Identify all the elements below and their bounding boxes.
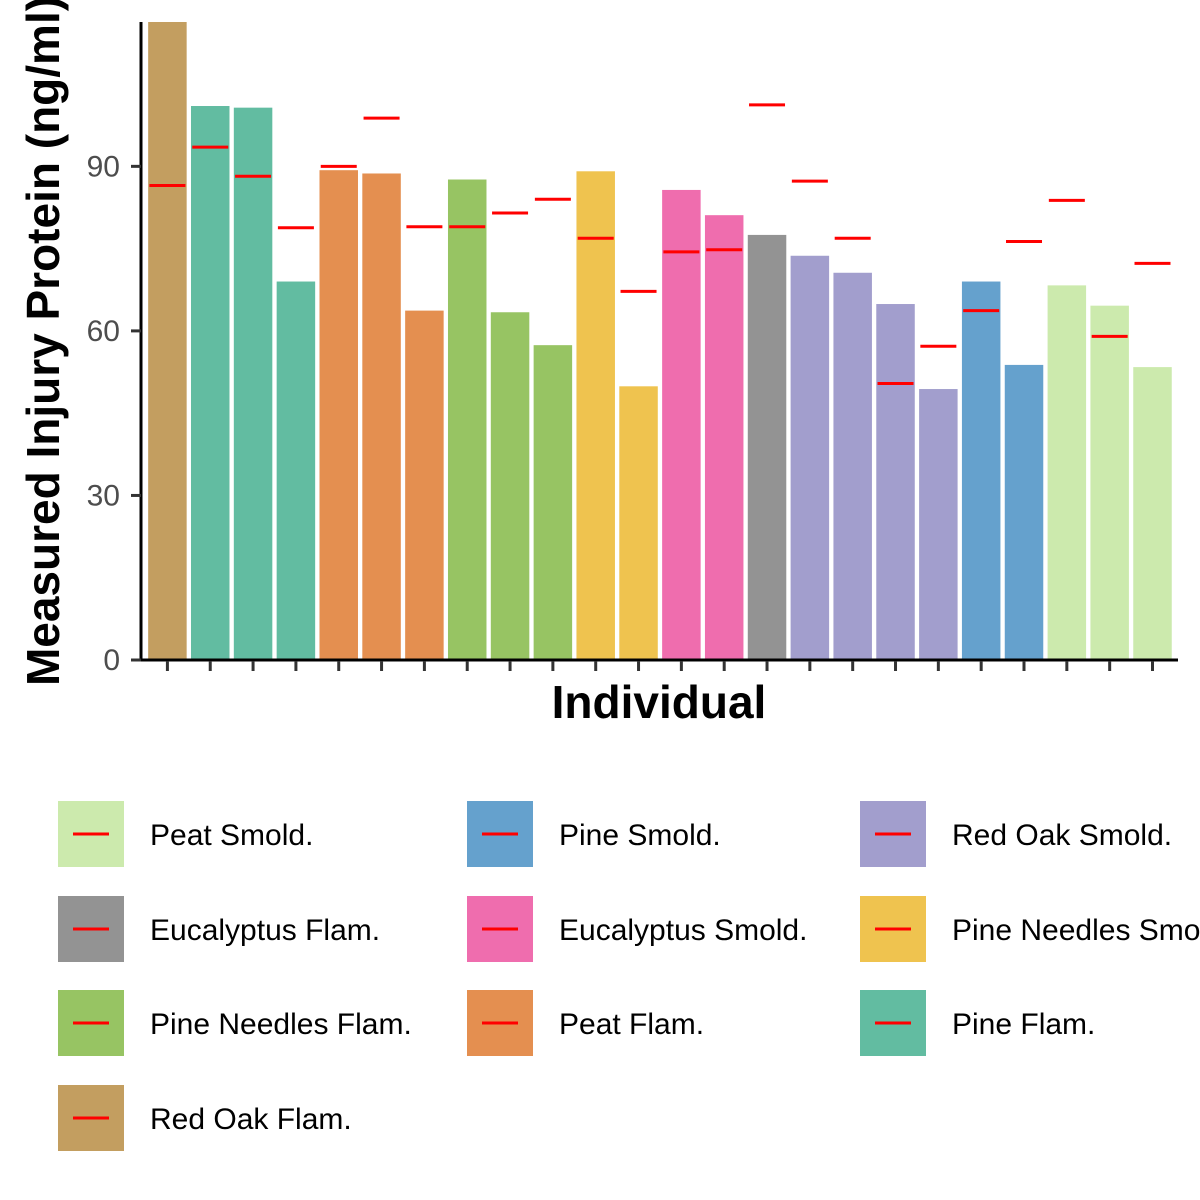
bar [1133, 367, 1172, 660]
bar [662, 189, 701, 660]
y-tick-label: 60 [87, 315, 120, 348]
y-tick-label: 0 [103, 644, 120, 677]
legend-label: Pine Needles Smold. [952, 914, 1200, 947]
bar [447, 179, 487, 660]
bar [276, 281, 316, 660]
bar [876, 304, 915, 660]
bar [1047, 285, 1087, 660]
bar [148, 22, 187, 660]
bar [833, 272, 872, 660]
legend-item: Eucalyptus Smold. [467, 896, 807, 962]
bar [1090, 305, 1129, 660]
legend-item: Red Oak Smold. [860, 801, 1172, 867]
legend-label: Eucalyptus Flam. [150, 914, 380, 947]
bar [961, 281, 1001, 660]
bar [919, 389, 958, 660]
legend-label: Pine Needles Flam. [150, 1008, 412, 1041]
bar [319, 170, 358, 660]
legend-item: Peat Flam. [467, 990, 704, 1056]
legend-item: Pine Smold. [467, 801, 721, 867]
legend-label: Pine Smold. [559, 819, 721, 852]
legend-item: Eucalyptus Flam. [58, 896, 380, 962]
legend-label: Eucalyptus Smold. [559, 914, 807, 947]
bar [405, 310, 444, 660]
legend-label: Red Oak Smold. [952, 819, 1172, 852]
bars-layer [148, 22, 1172, 661]
legend-item: Peat Smold. [58, 801, 313, 867]
bar [1004, 364, 1044, 660]
bar [190, 106, 230, 660]
reference-marks-layer [149, 103, 1171, 386]
bar [704, 215, 744, 661]
axes [139, 22, 1178, 662]
legend-label: Peat Flam. [559, 1008, 704, 1041]
bar [576, 171, 615, 661]
bar [490, 312, 530, 660]
y-tick-label: 30 [87, 479, 120, 512]
bar [790, 255, 830, 660]
x-ticks [165, 661, 1154, 671]
legend: Peat Smold. Pine Smold. Red Oak Smold. Euca… [58, 801, 1200, 1151]
bar [619, 386, 658, 660]
x-axis-title: Individual [552, 676, 767, 728]
y-axis-title: Measured Injury Protein (ng/ml) [17, 0, 69, 686]
legend-item: Red Oak Flam. [58, 1085, 352, 1151]
bar [233, 107, 273, 660]
bar [533, 345, 573, 660]
legend-item: Pine Needles Flam. [58, 990, 412, 1056]
legend-label: Red Oak Flam. [150, 1103, 352, 1136]
bar [362, 173, 401, 661]
y-ticks: 0 30 60 90 [87, 150, 141, 677]
legend-item: Pine Needles Smold. [860, 896, 1200, 962]
y-tick-label: 90 [87, 150, 120, 183]
legend-label: Peat Smold. [150, 819, 313, 852]
bar [747, 234, 787, 660]
legend-item: Pine Flam. [860, 990, 1095, 1056]
legend-label: Pine Flam. [952, 1008, 1095, 1041]
